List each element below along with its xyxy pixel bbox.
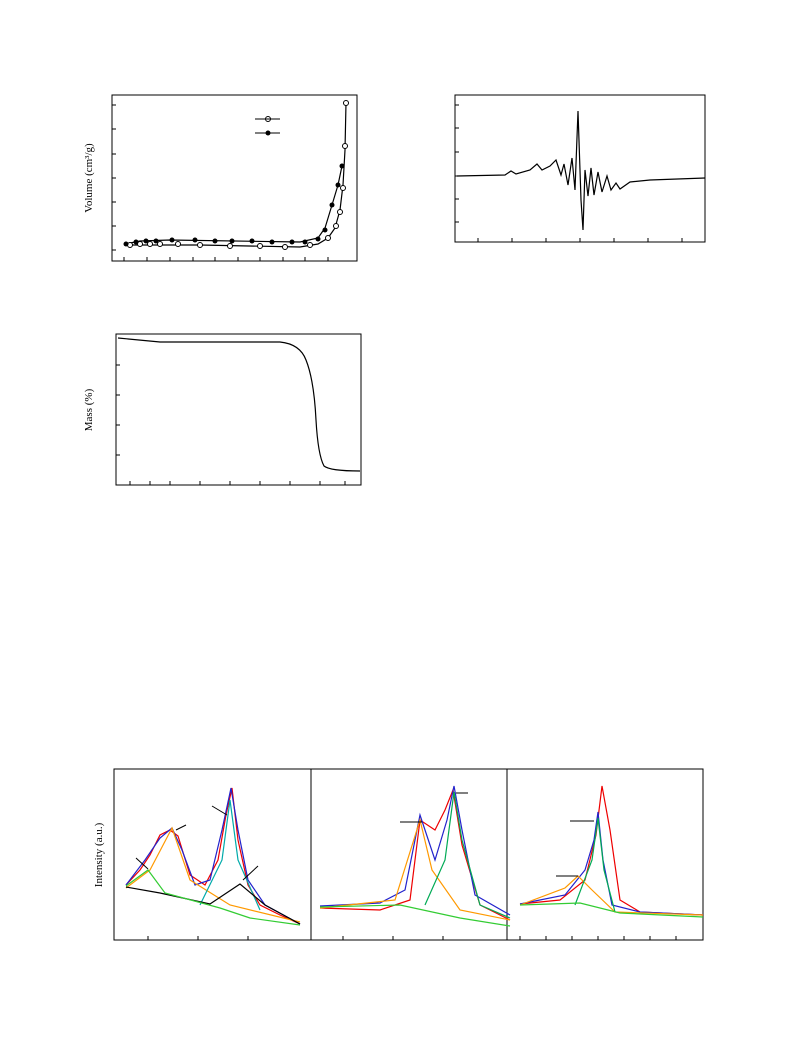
raw-curve <box>125 787 301 925</box>
fit-curve <box>125 787 301 925</box>
arrows <box>135 792 594 881</box>
filled-markers <box>123 130 345 247</box>
component <box>125 826 301 923</box>
background <box>125 869 301 926</box>
raw-curve <box>319 787 511 921</box>
adsorption-curve <box>128 102 347 248</box>
background <box>519 902 704 918</box>
fit-curve <box>519 811 704 916</box>
y-axis-label: Intensity (a.u.) <box>93 822 105 887</box>
isotherm-plot: Volume (cm³/g) <box>83 94 358 262</box>
tga-plot: Mass (%) <box>83 333 362 486</box>
y-axis-label: Mass (%) <box>83 388 95 431</box>
spectrum-plot <box>454 94 706 243</box>
tick-marks <box>147 936 677 940</box>
component <box>574 817 616 913</box>
fit-curve <box>319 785 511 916</box>
raw-curve <box>519 785 704 916</box>
component <box>319 817 511 921</box>
open-markers <box>127 100 349 250</box>
mass-curve <box>117 337 361 472</box>
legend-lines <box>255 118 280 134</box>
tick-marks <box>116 364 346 485</box>
plot-frame <box>113 768 704 941</box>
component <box>424 791 511 919</box>
spectrum-curve <box>456 110 706 231</box>
y-axis-label: Volume (cm³/g) <box>83 143 95 213</box>
component <box>125 883 301 925</box>
plot-frame <box>115 333 362 486</box>
panel-dividers <box>310 769 508 940</box>
component <box>199 799 261 911</box>
plot-frame <box>111 94 358 262</box>
tick-marks <box>455 104 683 242</box>
xps-plot: Intensity (a.u.) <box>93 768 704 941</box>
component <box>519 875 704 916</box>
background <box>319 904 511 927</box>
desorption-curve <box>124 165 343 245</box>
tick-marks <box>112 104 329 261</box>
